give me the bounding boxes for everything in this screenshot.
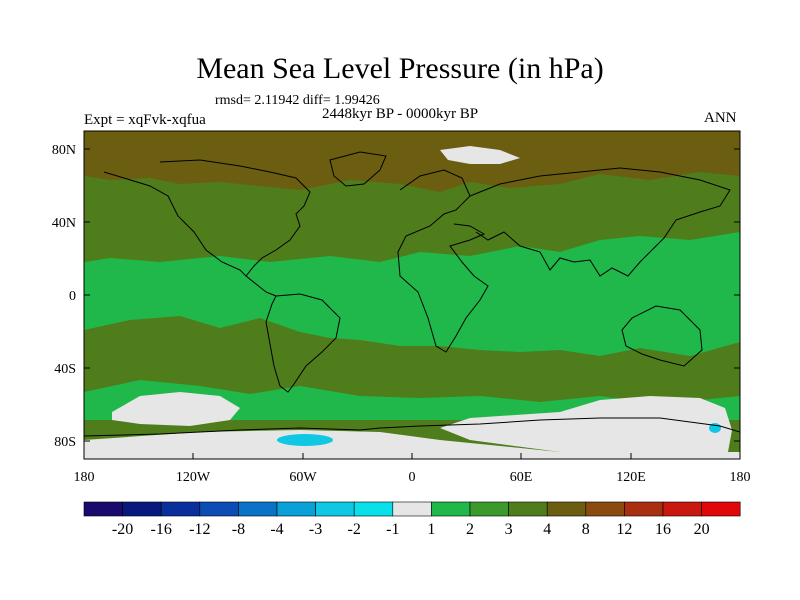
experiment-label: Expt = xqFvk-xqfua <box>84 112 206 128</box>
lat-label-0: 0 <box>69 289 76 304</box>
coast-europe-africa <box>397 169 489 353</box>
colorbar-box-5 <box>276 501 316 517</box>
ice-patch-west-antarctica <box>112 392 240 426</box>
colorbar-label-14: 16 <box>655 521 671 538</box>
coast-antarctica <box>84 417 740 437</box>
colorbar-labels: -20 -16 -12 -8 -4 -3 -2 -1 1 2 3 4 8 12 16 20 <box>112 521 710 538</box>
lat-label-40s: 40S <box>54 362 76 377</box>
lat-label-80n: 80N <box>52 143 76 158</box>
coast-australia <box>621 305 703 367</box>
zone-mid-north <box>84 160 740 262</box>
colorbar-box-2 <box>160 501 201 517</box>
zone-north-high <box>84 131 740 192</box>
lon-label-0: 0 <box>409 470 416 485</box>
map-fill-layer <box>84 131 740 459</box>
ice-patch-east-antarctica <box>440 396 732 452</box>
colorbar-box-11 <box>508 501 548 517</box>
colorbar-label-1: -16 <box>151 521 172 538</box>
rmsd-diff-stats: rmsd= 2.11942 diff= 1.99426 <box>215 93 380 108</box>
negative-anomaly-patch <box>277 434 333 446</box>
coast-north-america <box>103 159 311 277</box>
colorbar-label-11: 4 <box>543 521 551 538</box>
latitude-tick-marks <box>84 148 740 442</box>
coast-greenland <box>329 151 387 187</box>
colorbar-box-0 <box>83 501 123 517</box>
colorbar-boxes <box>83 501 741 517</box>
colorbar-box-16 <box>701 501 741 517</box>
map-title: Mean Sea Level Pressure (in hPa) <box>196 52 604 85</box>
colorbar-label-10: 3 <box>505 521 513 538</box>
lon-label-120w: 120W <box>176 470 211 485</box>
colorbar-label-15: 20 <box>694 521 710 538</box>
colorbar-box-4 <box>238 501 278 517</box>
lon-label-60w: 60W <box>289 470 317 485</box>
colorbar-box-6 <box>315 501 355 517</box>
colorbar-label-7: -1 <box>386 521 399 538</box>
ice-patch-antarctic-coast <box>84 430 740 459</box>
coastline-layer <box>84 151 740 437</box>
lat-label-40n: 40N <box>52 216 76 231</box>
longitude-tick-marks <box>83 453 741 459</box>
colorbar-label-0: -20 <box>112 521 133 538</box>
colorbar-label-5: -3 <box>309 521 322 538</box>
colorbar-label-3: -8 <box>232 521 245 538</box>
coast-central-america <box>245 275 277 297</box>
colorbar-label-12: 8 <box>582 521 590 538</box>
lat-label-80s: 80S <box>54 435 76 450</box>
coast-asia <box>469 167 731 277</box>
colorbar-label-9: 2 <box>466 521 474 538</box>
colorbar-box-1 <box>122 501 162 517</box>
lon-label-60e: 60E <box>510 470 533 485</box>
colorbar-box-12 <box>546 501 587 517</box>
lon-label-180w: 180 <box>74 470 95 485</box>
colorbar-box-15 <box>662 501 702 517</box>
lon-label-120e: 120E <box>616 470 646 485</box>
colorbar-box-9 <box>431 501 471 517</box>
colorbar-box-8 <box>392 501 432 517</box>
colorbar-label-4: -4 <box>270 521 283 538</box>
colorbar-box-14 <box>624 501 664 517</box>
colorbar-label-8: 1 <box>427 521 435 538</box>
colorbar-box-13 <box>585 501 625 517</box>
colorbar-label-2: -12 <box>189 521 210 538</box>
lon-label-180e: 180 <box>730 470 751 485</box>
season-label: ANN <box>704 110 737 126</box>
coast-south-america <box>265 293 341 393</box>
colorbar-label-13: 12 <box>616 521 632 538</box>
colorbar-box-7 <box>353 501 394 517</box>
colorbar-box-10 <box>469 501 509 517</box>
ice-patch-greenland <box>440 146 520 164</box>
colorbar-label-6: -2 <box>348 521 361 538</box>
colorbar-box-3 <box>199 501 239 517</box>
time-period-label: 2448kyr BP - 0000kyr BP <box>322 106 479 122</box>
